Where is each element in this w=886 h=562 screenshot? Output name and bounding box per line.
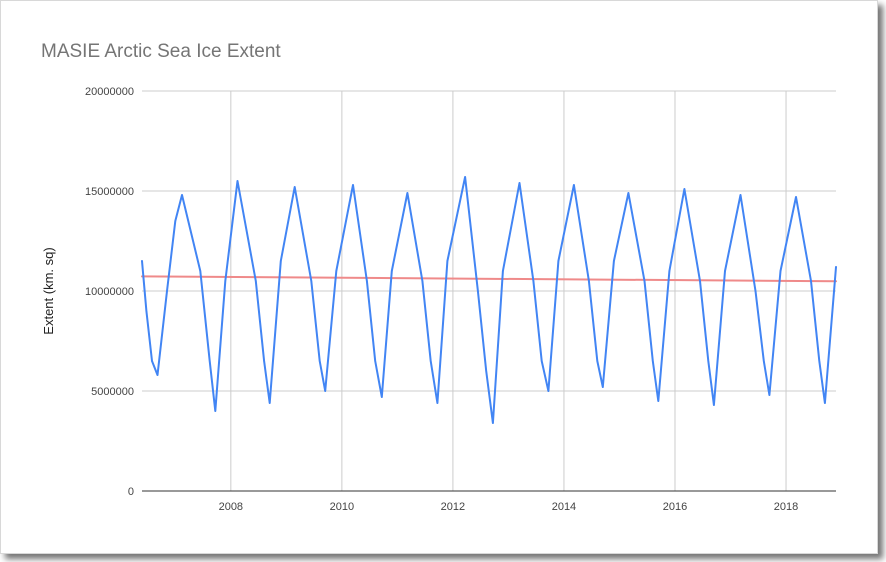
chart-card: MASIE Arctic Sea Ice Extent 0 5000000 1000… — [0, 0, 878, 554]
data-point — [588, 280, 590, 282]
data-point — [492, 422, 494, 424]
data-point — [293, 186, 296, 188]
data-point — [818, 360, 821, 362]
data-point — [540, 360, 543, 362]
x-tick-label: 2012 — [441, 501, 465, 513]
data-point — [436, 402, 439, 404]
data-point — [181, 194, 183, 196]
data-point — [596, 360, 599, 362]
data-point — [464, 176, 466, 178]
data-point — [145, 310, 148, 312]
series-line — [141, 275, 837, 283]
chart-title: MASIE Arctic Sea Ice Extent — [41, 41, 281, 62]
data-point — [643, 280, 646, 282]
data-point — [151, 360, 153, 362]
data-point — [224, 280, 227, 282]
data-point — [668, 270, 671, 272]
data-point — [763, 360, 765, 362]
data-point — [613, 260, 615, 262]
data-point — [627, 192, 630, 194]
data-point — [391, 270, 393, 272]
data-point — [141, 260, 143, 262]
x-tick-label: 2018 — [774, 501, 798, 513]
data-point — [366, 280, 368, 282]
data-point — [374, 360, 376, 362]
data-point — [713, 404, 715, 406]
x-tick-label: 2016 — [663, 501, 687, 513]
data-point — [754, 290, 757, 292]
data-point — [557, 260, 560, 262]
data-point — [166, 290, 168, 292]
data-point — [429, 360, 432, 362]
data-point — [352, 184, 354, 186]
data-point — [174, 220, 177, 222]
data-point — [779, 270, 782, 272]
data-point — [199, 270, 202, 272]
data-point — [602, 386, 604, 388]
x-tick-label: 2014 — [552, 501, 576, 513]
data-point — [318, 360, 321, 362]
y-tick-label: 15000000 — [85, 186, 134, 198]
data-point — [268, 402, 271, 404]
data-point — [208, 360, 211, 362]
data-point — [547, 390, 550, 392]
data-point — [477, 290, 479, 292]
y-tick-label: 10000000 — [85, 286, 134, 298]
y-axis-label: Extent (km. sq) — [41, 247, 56, 334]
data-point — [485, 370, 488, 372]
data-point — [824, 402, 826, 404]
data-point — [310, 280, 313, 282]
y-tick-label: 0 — [128, 486, 134, 498]
data-point — [699, 280, 701, 282]
data-point — [324, 390, 327, 392]
data-point — [518, 182, 521, 184]
data-point — [263, 360, 265, 362]
data-point — [236, 180, 239, 182]
data-point — [421, 280, 424, 282]
data-point — [739, 194, 742, 196]
data-point — [502, 270, 504, 272]
data-point — [651, 360, 654, 362]
series-line — [141, 176, 837, 424]
data-point — [810, 280, 812, 282]
data-point — [683, 188, 686, 190]
y-tick-label: 5000000 — [91, 386, 134, 398]
data-point — [707, 360, 710, 362]
data-point — [835, 266, 837, 268]
data-point — [335, 270, 338, 272]
data-point — [446, 260, 449, 262]
data-point — [214, 410, 217, 412]
data-point — [532, 280, 535, 282]
data-point — [795, 196, 797, 198]
data-point — [573, 184, 575, 186]
data-point — [406, 192, 409, 194]
data-point — [657, 400, 660, 402]
x-tick-label: 2008 — [219, 501, 243, 513]
x-tick-label: 2010 — [330, 501, 354, 513]
data-point — [255, 280, 257, 282]
data-point — [724, 270, 726, 272]
data-point — [156, 374, 159, 376]
y-tick-label: 20000000 — [85, 86, 134, 98]
data-point — [280, 260, 282, 262]
chart-svg: 0 5000000 10000000 15000000 20000000 2008 2010… — [41, 86, 837, 513]
data-point — [381, 396, 383, 398]
data-point — [768, 394, 771, 396]
